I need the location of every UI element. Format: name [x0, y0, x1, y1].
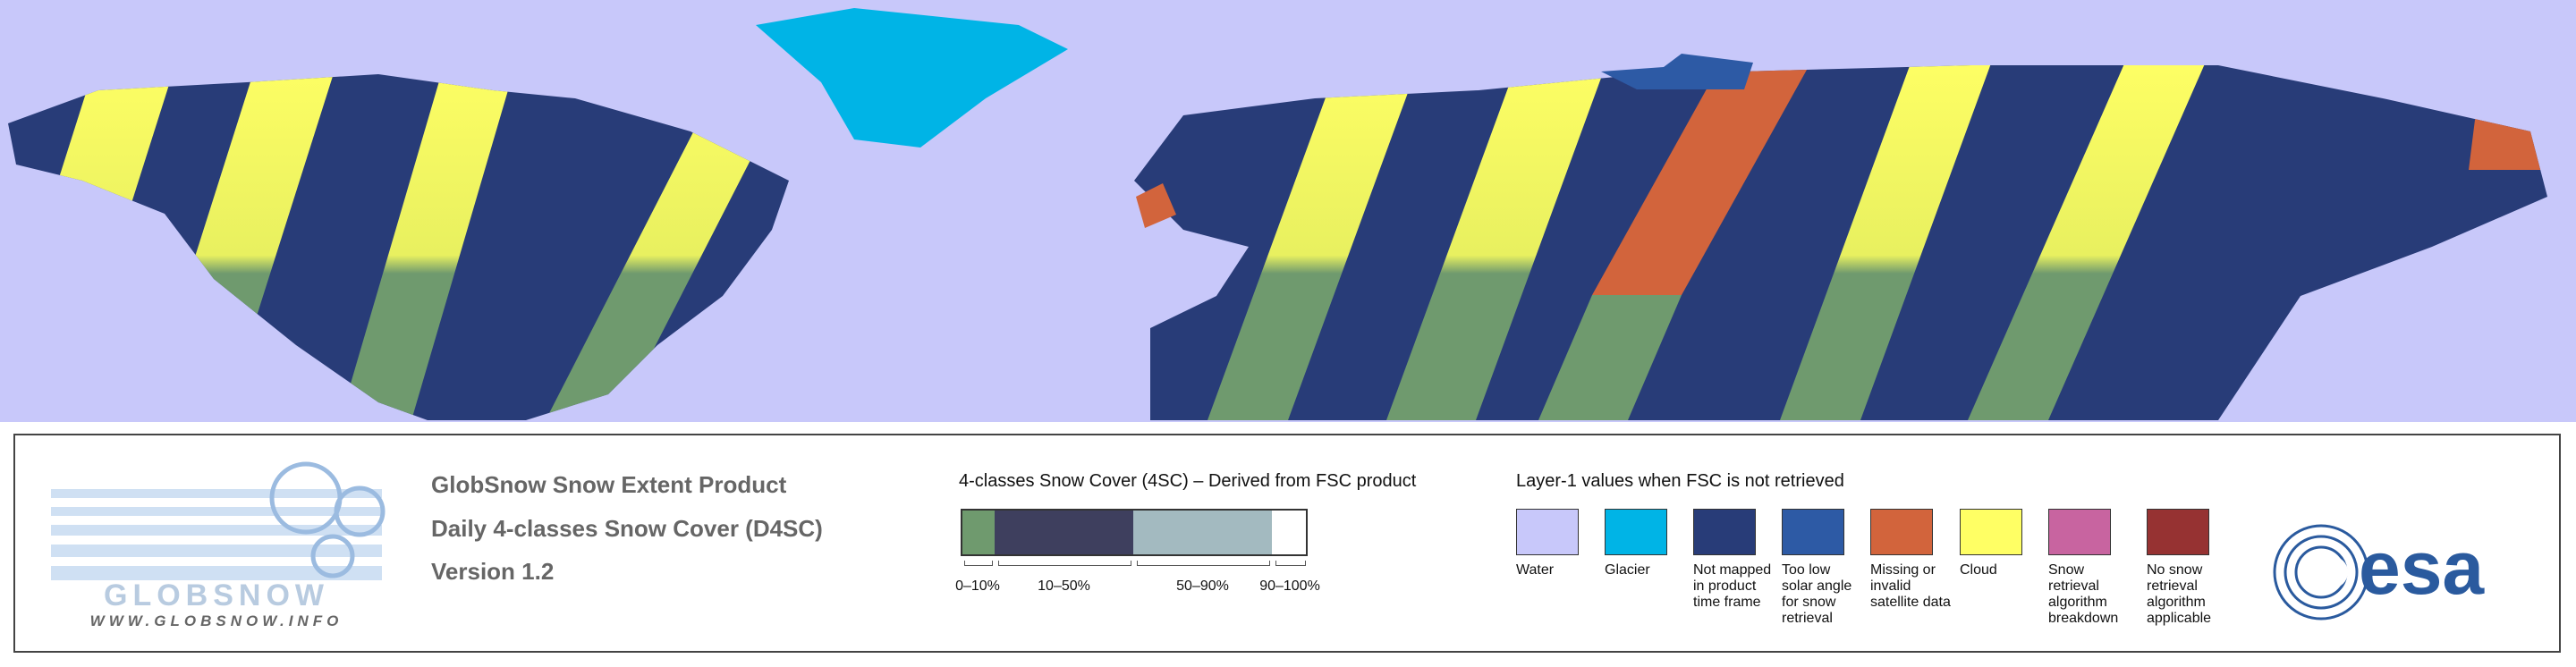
class-bracket	[998, 561, 1131, 566]
item-label: Water	[1516, 562, 1555, 578]
class-bracket	[964, 561, 993, 566]
legend-panel: GLOBSNOW WWW.GLOBSNOW.INFO GlobSnow Snow…	[13, 434, 2561, 653]
greenland-glacier	[756, 8, 1068, 148]
snow-map	[0, 0, 2576, 422]
class-label: 50–90%	[1176, 578, 1229, 594]
class-bracket	[1275, 561, 1306, 566]
item-swatch	[2147, 509, 2209, 555]
item-label: No snow retrieval algorithm applicable	[2147, 562, 2212, 626]
product-subtitle: Daily 4-classes Snow Cover (D4SC)	[431, 515, 823, 542]
snow-cover-title: 4-classes Snow Cover (4SC) – Derived fro…	[959, 471, 1417, 491]
swath	[1538, 295, 1682, 420]
swath	[1968, 65, 2209, 420]
land	[8, 65, 2547, 420]
class-label: 0–10%	[955, 578, 1000, 594]
esa-text: esa	[2359, 526, 2485, 610]
item-label: Glacier	[1605, 562, 1650, 578]
swath	[340, 65, 519, 420]
class-label: 10–50%	[1038, 578, 1090, 594]
class-swatch	[1272, 509, 1308, 556]
item-label: Cloud	[1960, 562, 1997, 578]
item-swatch	[1693, 509, 1756, 555]
item-swatch	[1516, 509, 1579, 555]
class-swatch	[1133, 509, 1272, 556]
class-swatch	[961, 509, 995, 556]
item-swatch	[2048, 509, 2111, 555]
globsnow-logo: GLOBSNOW WWW.GLOBSNOW.INFO	[51, 461, 386, 628]
class-swatch	[995, 509, 1133, 556]
item-swatch	[1605, 509, 1667, 555]
layer1-title: Layer-1 values when FSC is not retrieved	[1516, 471, 1844, 491]
item-label: Not mapped in product time frame	[1693, 562, 1772, 610]
logo-name: GLOBSNOW	[104, 578, 329, 612]
swath	[1386, 65, 1610, 420]
item-swatch	[1870, 509, 1933, 555]
missing	[1136, 183, 1176, 228]
esa-logo: esa	[2273, 524, 2485, 621]
item-label: Missing or invalid satellite data	[1870, 562, 1951, 610]
swath	[1780, 65, 1995, 420]
item-label: Too low solar angle for snow retrieval	[1782, 562, 1852, 626]
class-label: 90–100%	[1259, 578, 1320, 594]
product-version: Version 1.2	[431, 558, 555, 585]
swath	[1208, 65, 1422, 420]
item-label: Snow retrieval algorithm breakdown	[2048, 562, 2119, 626]
low-solar-angle	[1601, 54, 1753, 89]
logo-url: WWW.GLOBSNOW.INFO	[90, 612, 343, 628]
missing	[1592, 65, 1816, 295]
product-title: GlobSnow Snow Extent Product	[431, 471, 787, 498]
item-swatch	[1782, 509, 1844, 555]
item-swatch	[1960, 509, 2022, 555]
class-bracket	[1137, 561, 1270, 566]
